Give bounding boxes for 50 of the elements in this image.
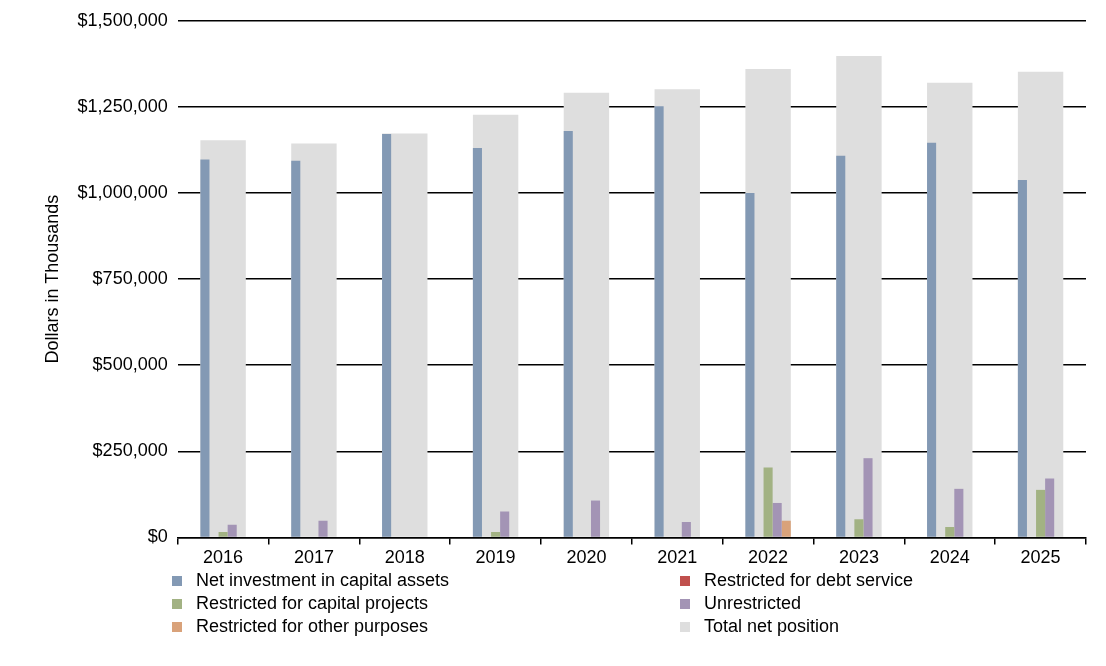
bar <box>590 500 601 537</box>
legend-label: Unrestricted <box>704 593 802 614</box>
y-axis-title: Dollars in Thousands <box>41 194 62 364</box>
bar <box>472 147 482 537</box>
y-tick-label: $500,000 <box>92 354 168 375</box>
y-tick-label: $1,000,000 <box>77 181 168 202</box>
y-tick-label: $250,000 <box>92 440 168 461</box>
bar <box>500 511 510 537</box>
bar <box>654 106 664 537</box>
bar <box>1045 478 1055 537</box>
bar <box>318 520 328 537</box>
x-tick-label: 2017 <box>293 547 334 568</box>
legend-label: Restricted for capital projects <box>196 593 429 614</box>
x-tick-label: 2023 <box>838 547 879 568</box>
bar <box>1017 179 1027 537</box>
legend-label: Total net position <box>704 616 840 637</box>
bar <box>927 142 937 537</box>
bar <box>945 527 955 537</box>
bar <box>745 193 755 537</box>
bar <box>781 520 791 537</box>
bar <box>382 134 392 537</box>
x-tick-label: 2019 <box>475 547 516 568</box>
bar <box>291 160 301 537</box>
legend-label: Net investment in capital assets <box>196 570 450 591</box>
bar <box>227 524 237 537</box>
bar <box>681 521 691 537</box>
x-tick-label: 2016 <box>203 547 244 568</box>
legend-label: Restricted for other purposes <box>196 616 429 637</box>
bar <box>772 502 782 537</box>
bar <box>218 531 228 537</box>
bar <box>763 467 773 537</box>
y-tick-label: $1,250,000 <box>77 95 168 116</box>
x-tick-label: 2024 <box>929 547 970 568</box>
y-tick-label: $750,000 <box>92 268 168 289</box>
x-tick-label: 2021 <box>657 547 698 568</box>
x-tick-label: 2025 <box>1020 547 1061 568</box>
x-tick-label: 2022 <box>748 547 789 568</box>
bar <box>954 488 964 537</box>
x-tick-label: 2018 <box>384 547 425 568</box>
bar <box>200 159 210 537</box>
y-tick-label: $1,500,000 <box>77 9 168 30</box>
bar <box>863 458 873 537</box>
bar <box>836 155 846 537</box>
legend-label: Restricted for debt service <box>704 570 914 591</box>
bar <box>491 531 501 537</box>
bar <box>854 519 864 537</box>
y-tick-label: $0 <box>147 526 168 547</box>
bar <box>563 131 573 537</box>
x-tick-label: 2020 <box>566 547 607 568</box>
bar <box>1036 489 1046 537</box>
